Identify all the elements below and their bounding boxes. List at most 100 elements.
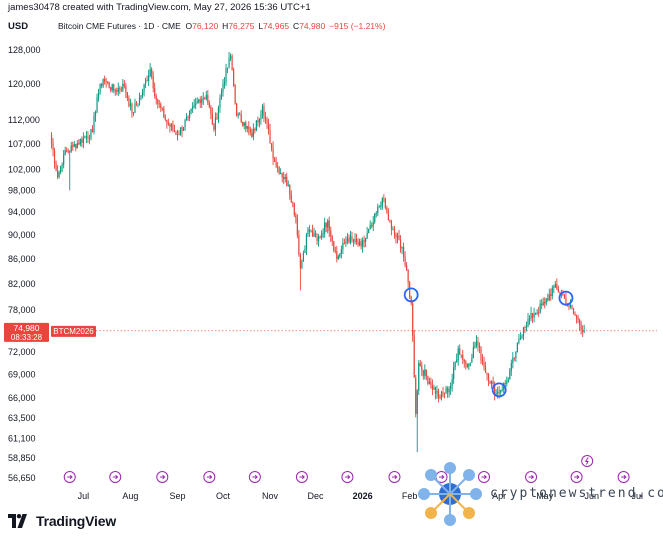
candle xyxy=(145,77,147,89)
event-icon[interactable] xyxy=(341,471,354,483)
candle xyxy=(371,222,373,229)
candle xyxy=(270,142,273,152)
flash-event-icon[interactable] xyxy=(581,455,594,467)
y-tick-label: 102,000 xyxy=(8,164,41,174)
symbol-title: Bitcoin CME Futures · 1D · CME xyxy=(58,21,181,31)
candle xyxy=(516,342,518,353)
x-tick-label: Jun xyxy=(584,491,599,501)
event-icon[interactable] xyxy=(295,471,308,483)
y-tick-label: 58,850 xyxy=(8,453,36,463)
candle xyxy=(173,124,176,133)
candle xyxy=(395,232,397,244)
candle xyxy=(389,219,391,223)
candle xyxy=(125,82,127,99)
event-icon[interactable] xyxy=(203,471,216,483)
candle xyxy=(378,205,380,208)
candle xyxy=(416,389,418,453)
candle xyxy=(217,105,220,124)
annotation-circle xyxy=(491,382,507,398)
ohlc-key: O xyxy=(185,21,193,31)
candle xyxy=(97,88,100,102)
candle xyxy=(357,238,359,247)
event-icon[interactable] xyxy=(478,471,491,483)
event-icon[interactable] xyxy=(109,471,122,483)
candle xyxy=(313,227,315,237)
event-icon[interactable] xyxy=(617,471,630,483)
y-tick-label: 120,000 xyxy=(8,79,41,89)
candle xyxy=(360,238,362,250)
y-tick-label: 69,000 xyxy=(8,369,36,379)
candle xyxy=(343,238,345,245)
candle xyxy=(377,203,379,216)
cryptonewstrend-logo-icon xyxy=(418,462,482,526)
candle xyxy=(64,146,66,156)
candle xyxy=(489,380,491,384)
x-tick-label: Dec xyxy=(308,491,325,501)
annotation-circle xyxy=(403,287,419,303)
candle xyxy=(134,98,136,114)
event-icon[interactable] xyxy=(435,471,448,483)
candle xyxy=(261,104,264,119)
x-tick-label: Apr xyxy=(492,491,506,501)
candle xyxy=(443,392,446,399)
candle xyxy=(245,120,247,132)
candle xyxy=(445,385,447,394)
candle xyxy=(178,130,180,136)
candle xyxy=(298,230,300,257)
candle xyxy=(366,226,368,240)
candle xyxy=(457,345,459,366)
candle xyxy=(129,98,132,111)
candle xyxy=(442,386,444,398)
event-icon[interactable] xyxy=(525,471,538,483)
candle xyxy=(466,363,468,369)
candle xyxy=(111,83,113,93)
candle xyxy=(248,121,250,136)
candle xyxy=(158,100,160,109)
event-icon[interactable] xyxy=(570,471,583,483)
candle xyxy=(148,69,150,87)
event-icon[interactable] xyxy=(63,471,76,483)
candle xyxy=(110,86,112,93)
candle xyxy=(363,235,365,248)
candle xyxy=(275,156,277,169)
watermark-text: cryptonewstrend.com xyxy=(490,486,663,501)
candle xyxy=(182,127,185,131)
candle xyxy=(544,297,546,309)
y-tick-label: 90,000 xyxy=(8,230,36,240)
candle xyxy=(448,386,450,398)
candle xyxy=(90,128,92,141)
event-icon[interactable] xyxy=(156,471,169,483)
candle xyxy=(240,110,242,124)
candle xyxy=(424,364,426,380)
candle xyxy=(160,102,162,112)
candle xyxy=(100,82,103,89)
candle xyxy=(374,212,376,224)
ohlc-value: 74,965 xyxy=(263,21,290,31)
candle xyxy=(324,217,326,238)
candle xyxy=(169,122,171,133)
candle xyxy=(166,119,168,129)
candle xyxy=(246,125,248,133)
candle xyxy=(478,342,481,353)
candle xyxy=(522,327,525,341)
candle xyxy=(155,93,157,105)
event-icon[interactable] xyxy=(388,471,401,483)
candle xyxy=(433,384,435,390)
event-icon[interactable] xyxy=(248,471,261,483)
candle xyxy=(345,236,347,247)
candle xyxy=(91,125,94,133)
candle xyxy=(456,353,458,363)
candle xyxy=(107,81,109,85)
candle xyxy=(225,63,227,87)
candle xyxy=(384,197,386,210)
candle xyxy=(193,99,195,109)
candle xyxy=(190,108,192,115)
candle xyxy=(93,111,95,135)
candle xyxy=(336,245,338,263)
annotation-circle xyxy=(558,290,574,306)
candle xyxy=(254,127,256,134)
y-tick-label: 78,000 xyxy=(8,305,36,315)
candle xyxy=(202,92,204,106)
candle xyxy=(512,352,514,369)
